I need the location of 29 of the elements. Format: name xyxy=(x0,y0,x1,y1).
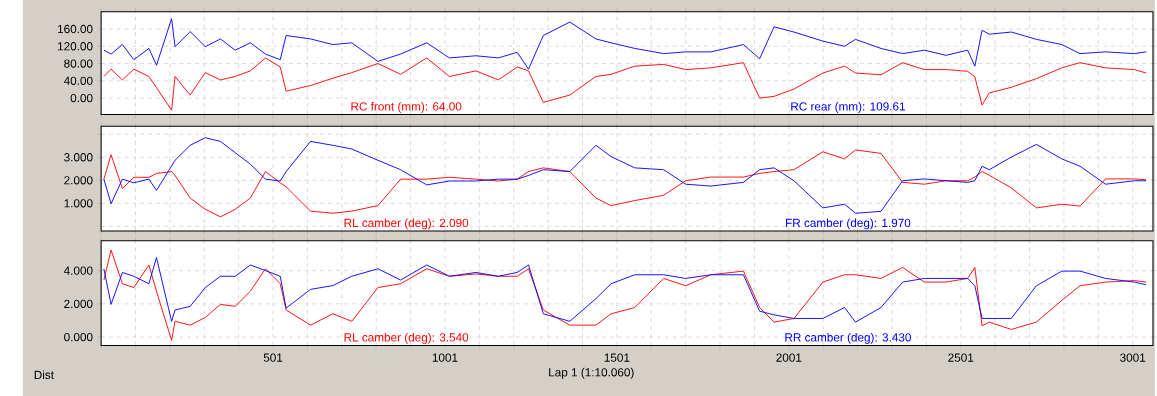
x-tick-label: 2001 xyxy=(776,353,802,362)
x-tick-label: 3001 xyxy=(1120,353,1146,362)
text: RC front (mm): 64.00 xyxy=(351,101,462,113)
line-series xyxy=(103,18,1147,70)
series-label: FR camber (deg): 1.970 xyxy=(786,218,911,230)
line-series xyxy=(103,149,1147,218)
y-tick-label: 2.000 xyxy=(64,175,93,185)
y-tick-label: 0.00 xyxy=(70,93,93,103)
line-series xyxy=(103,137,1147,214)
y-tick-label: 80.00 xyxy=(64,59,93,68)
text: RC rear (mm): 109.61 xyxy=(791,101,905,113)
y-tick-label: 120.00 xyxy=(58,41,93,51)
line-series xyxy=(103,57,1147,111)
text: Dist xyxy=(34,370,54,379)
x-tick-label: 1001 xyxy=(432,353,458,362)
x-axis-title: Lap 1 (1:10.060) xyxy=(549,367,634,379)
y-tick-label: 1.000 xyxy=(64,199,93,208)
y-tick-label: 4.000 xyxy=(63,266,93,275)
series-label: RR camber (deg): 3.430 xyxy=(785,332,911,344)
y-tick-label: 2.000 xyxy=(64,299,93,308)
y-tick-label: 3.000 xyxy=(64,152,93,162)
y-tick-label: 40.00 xyxy=(63,76,93,85)
series-label: RL camber (deg): 2.090 xyxy=(344,218,469,230)
x-tick-label: 2501 xyxy=(948,353,974,362)
y-tick-label: 160.00 xyxy=(58,24,93,34)
x-tick-label: 501 xyxy=(263,353,283,362)
series-label: RL camber (deg): 3.540 xyxy=(344,332,469,344)
x-tick-label: 1501 xyxy=(604,353,630,362)
y-tick-label: 0.000 xyxy=(64,332,93,342)
